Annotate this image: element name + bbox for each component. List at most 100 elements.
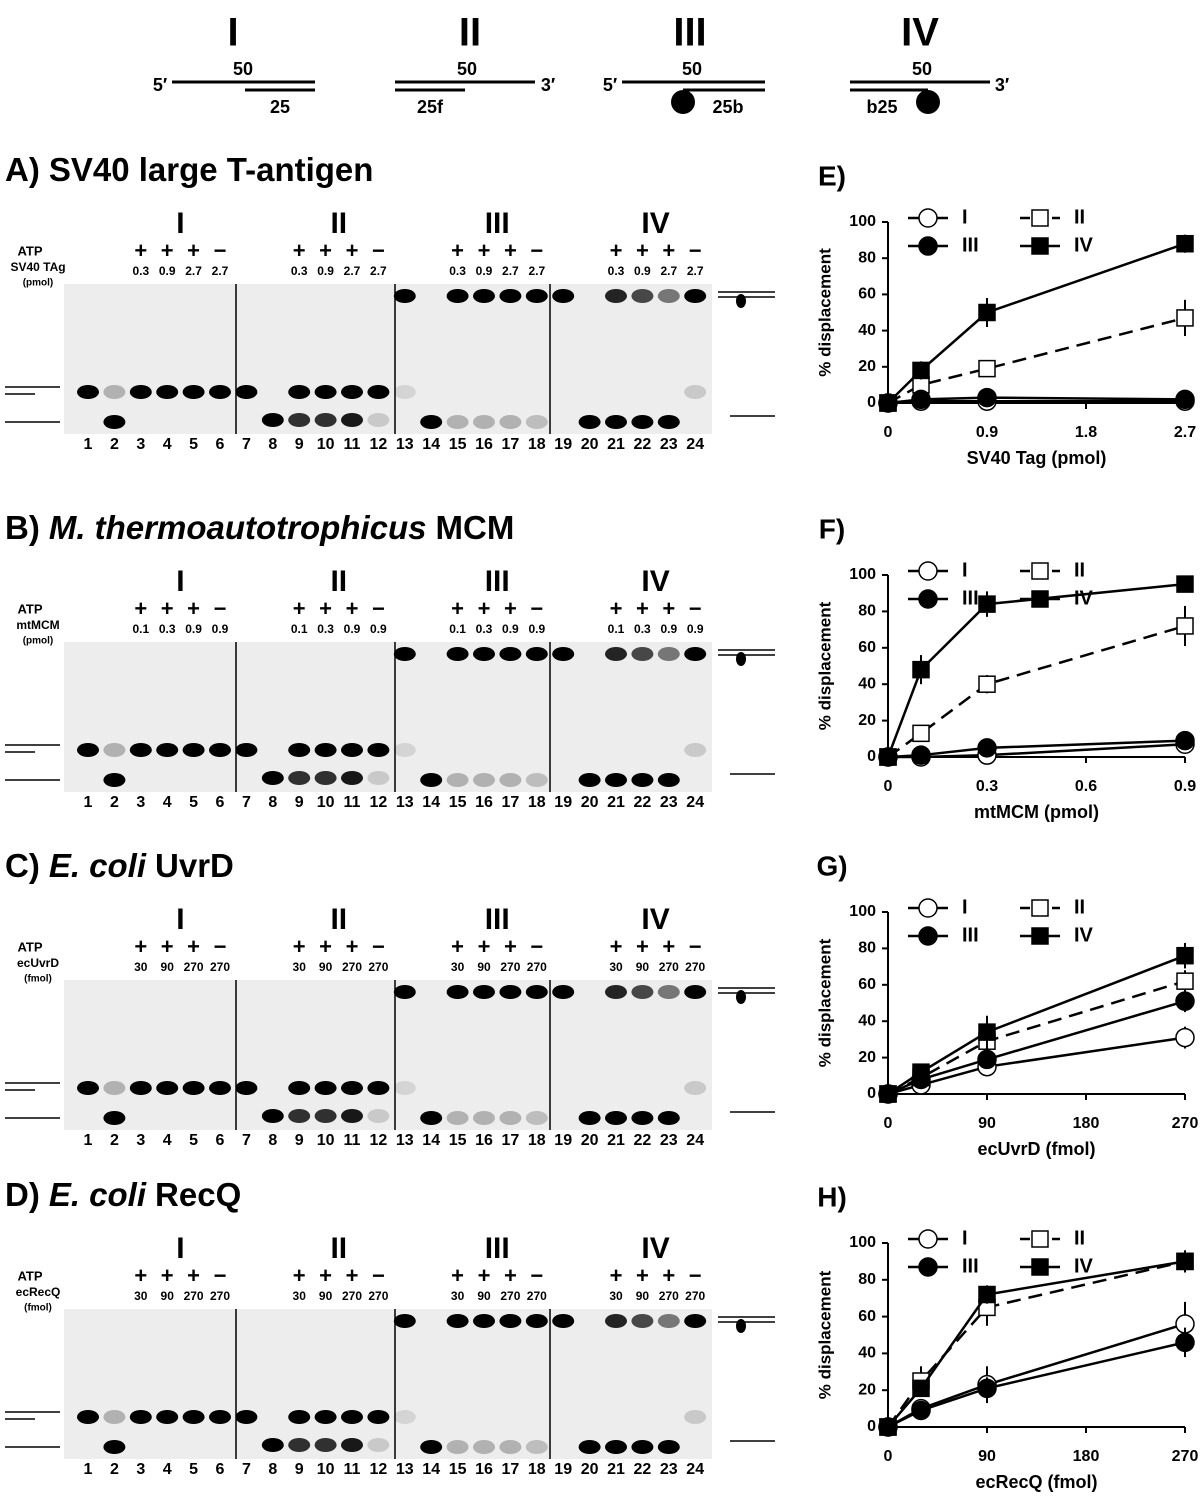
group-label: IV <box>641 207 669 240</box>
lane-number: 9 <box>295 1132 304 1149</box>
marker-dot <box>736 652 746 666</box>
series-line <box>887 1036 1186 1096</box>
marker <box>1175 730 1195 751</box>
marker <box>879 1085 897 1103</box>
lane-number: 8 <box>268 794 277 811</box>
gel-band <box>446 1440 469 1454</box>
series-line <box>887 1260 1186 1428</box>
lane-number: 11 <box>344 1461 361 1478</box>
lane-number: 11 <box>344 1132 361 1149</box>
gel-band <box>657 289 680 303</box>
group-label: I <box>176 207 184 240</box>
lane-number: 23 <box>660 794 678 811</box>
gel-band <box>684 1410 707 1424</box>
gel-band <box>473 1314 495 1328</box>
unit-label: (pmol) <box>23 278 54 289</box>
y-tick-label: 60 <box>858 639 876 656</box>
series-line <box>887 739 1186 759</box>
atp-sign: + <box>293 238 306 263</box>
atp-sign: − <box>530 238 543 263</box>
group-label: III <box>485 565 510 598</box>
gel-band <box>367 385 390 399</box>
y-axis-label: % displacement <box>815 248 834 377</box>
series-line <box>887 1341 1186 1429</box>
amount-label: 0.3 <box>634 622 651 636</box>
panel-letter: B) <box>5 509 40 546</box>
amount-label: 0.9 <box>185 622 202 636</box>
x-tick-label: 270 <box>1172 1115 1199 1132</box>
gel-band <box>393 647 416 661</box>
amount-label: 270 <box>342 960 362 974</box>
gel-band <box>657 1111 680 1125</box>
gel-band <box>473 415 495 429</box>
gel-band <box>367 1410 390 1424</box>
legend-label: I <box>962 1227 968 1249</box>
lane-number: 11 <box>344 794 361 811</box>
gel-band <box>605 647 627 661</box>
y-tick-label: 100 <box>849 566 876 583</box>
gel-band <box>77 743 99 757</box>
lane-number: 4 <box>163 1132 172 1149</box>
gel-band <box>420 1440 443 1454</box>
three-prime: 3′ <box>995 75 1009 95</box>
amount-label: 0.9 <box>317 264 334 278</box>
lane-number: 3 <box>136 1132 145 1149</box>
legend-marker <box>1031 237 1049 255</box>
lane-number: 6 <box>216 1461 225 1478</box>
gel-band <box>209 743 231 757</box>
y-tick-label: 20 <box>858 712 876 729</box>
lane-number: 10 <box>317 1132 335 1149</box>
gel-band <box>657 647 680 661</box>
atp-sign: + <box>451 596 464 621</box>
x-tick-label: 0.9 <box>976 424 998 441</box>
lane-number: 2 <box>110 794 119 811</box>
x-tick-label: 1.8 <box>1075 424 1097 441</box>
marker <box>977 387 997 408</box>
lane-number: 2 <box>110 436 119 453</box>
five-prime: 5′ <box>153 75 167 95</box>
gel-band <box>393 1314 416 1328</box>
gel-band <box>631 1111 654 1125</box>
gel-band <box>684 289 707 303</box>
atp-sign: + <box>451 238 464 263</box>
lane-number: 23 <box>660 436 678 453</box>
amount-label: 2.7 <box>370 264 387 278</box>
amount-label: 2.7 <box>528 264 545 278</box>
lane-number: 3 <box>136 436 145 453</box>
gel-band <box>103 415 126 429</box>
atp-sign: + <box>662 934 675 959</box>
atp-label: ATP <box>17 243 42 258</box>
gel-band <box>446 415 469 429</box>
biotin-dot <box>916 90 940 114</box>
lane-number: 1 <box>84 794 93 811</box>
marker <box>978 675 996 693</box>
gel-band <box>235 385 258 399</box>
legend-label: I <box>962 896 968 918</box>
series-line <box>887 979 1186 1096</box>
gel-band <box>77 1081 99 1095</box>
lane-number: 10 <box>317 794 335 811</box>
y-tick-label: 60 <box>858 1308 876 1325</box>
amount-label: 0.9 <box>370 622 387 636</box>
lane-number: 22 <box>634 436 652 453</box>
legend-marker <box>1031 1230 1049 1248</box>
gel-band <box>393 385 416 399</box>
y-axis-label: % displacement <box>815 601 834 730</box>
gel-band <box>314 1081 337 1095</box>
x-tick-label: 180 <box>1073 1115 1100 1132</box>
marker <box>977 1378 997 1399</box>
legend-label: I <box>962 559 968 581</box>
lane-number: 22 <box>634 1132 652 1149</box>
atp-sign: + <box>610 238 623 263</box>
marker <box>978 1285 996 1304</box>
strand-length: 50 <box>682 59 702 79</box>
five-prime: 5′ <box>603 75 617 95</box>
atp-sign: + <box>610 1263 623 1288</box>
gel-band <box>393 985 416 999</box>
atp-sign: + <box>504 238 517 263</box>
gel-band <box>499 415 522 429</box>
amount-label: 90 <box>319 960 333 974</box>
legend-label: II <box>1074 1227 1085 1249</box>
group-label: III <box>485 903 510 936</box>
atp-sign: + <box>293 934 306 959</box>
